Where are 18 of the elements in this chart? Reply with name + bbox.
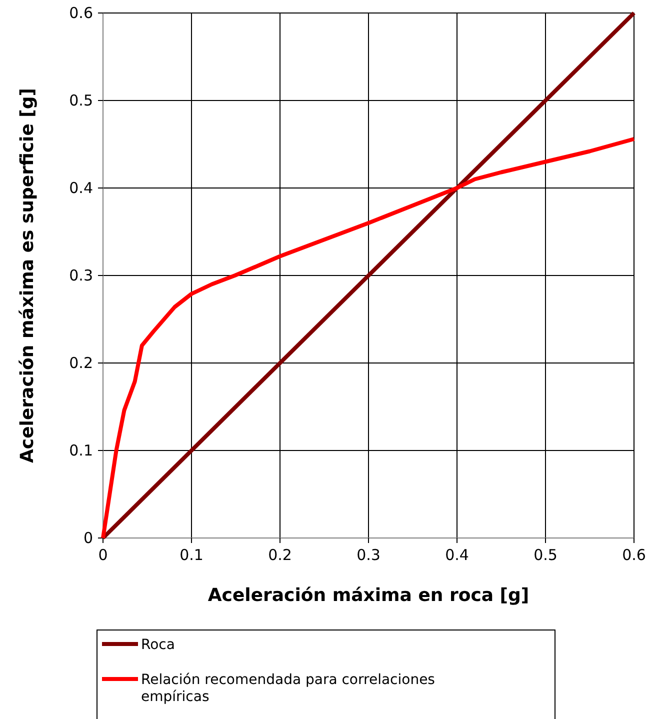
x-tick-label: 0.5 xyxy=(534,546,558,564)
x-tick-label: 0 xyxy=(98,546,108,564)
x-tick-label: 0.4 xyxy=(445,546,469,564)
y-tick-label: 0 xyxy=(83,529,93,547)
y-axis-title: Aceleración máxima es superficie [g] xyxy=(17,88,38,464)
y-tick-label: 0.2 xyxy=(69,354,93,372)
x-tick-label: 0.1 xyxy=(180,546,204,564)
x-tick-label: 0.6 xyxy=(622,546,646,564)
y-tick-label: 0.3 xyxy=(69,266,93,284)
legend-label: Roca xyxy=(141,637,175,653)
legend-label: Relación recomendada para correlaciones empíricas xyxy=(141,672,435,705)
x-axis-title: Aceleración máxima en roca [g] xyxy=(208,585,530,606)
y-tick-label: 0.4 xyxy=(69,179,93,197)
y-tick-label: 0.1 xyxy=(69,442,93,460)
x-tick-label: 0.3 xyxy=(356,546,380,564)
x-tick-label: 0.2 xyxy=(268,546,292,564)
y-tick-label: 0.5 xyxy=(69,92,93,110)
y-tick-label: 0.6 xyxy=(69,4,93,22)
